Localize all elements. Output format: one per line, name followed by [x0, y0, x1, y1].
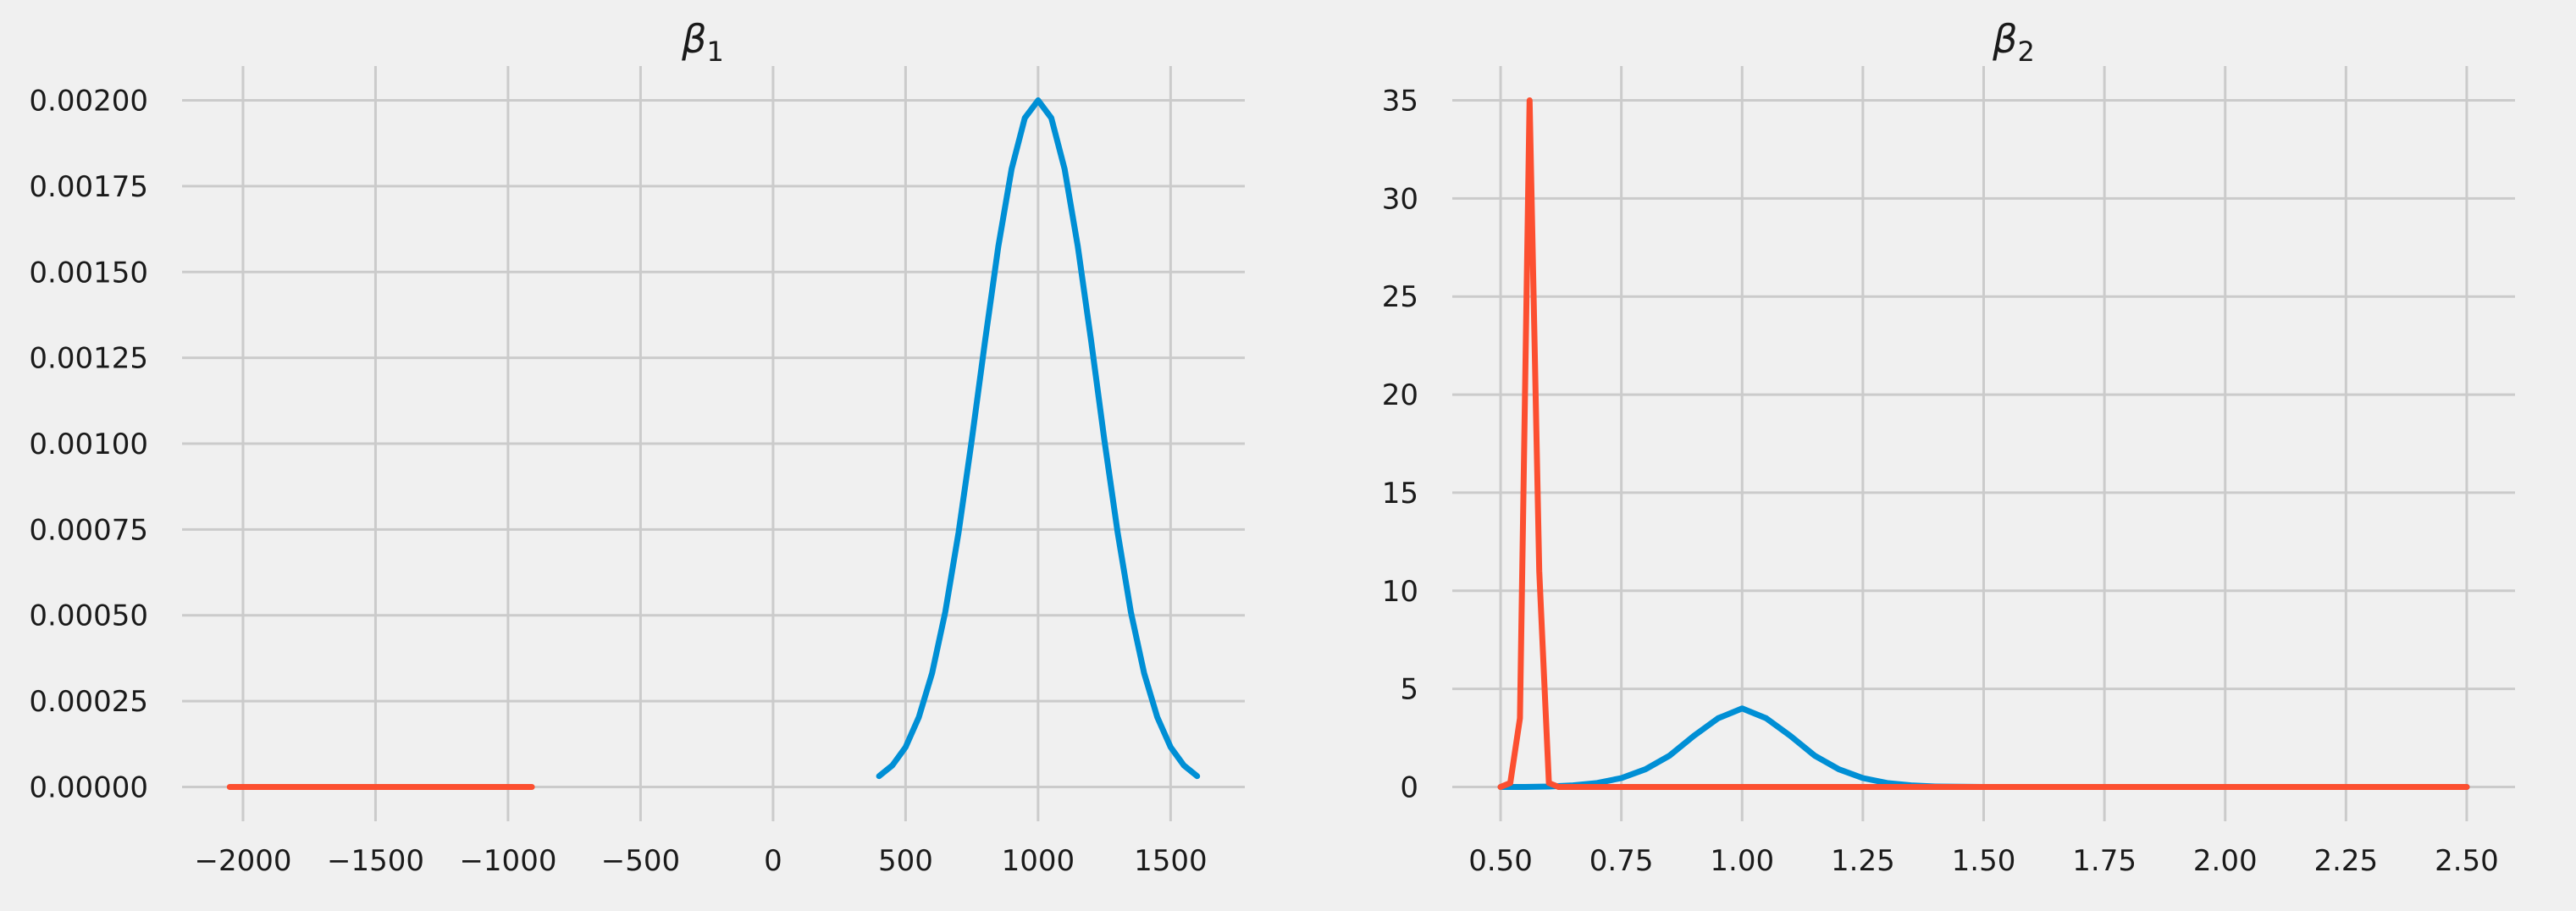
y-tick-label: 0.00200 [29, 85, 148, 119]
x-tick-label: 1.75 [2072, 844, 2137, 878]
y-tick-label: 0.00050 [29, 599, 148, 633]
chart-title-text: β [681, 16, 706, 62]
y-tick-label: 20 [1382, 378, 1418, 412]
x-tick-label: 1.50 [1952, 844, 2016, 878]
x-tick-label: −500 [601, 844, 680, 878]
chart-title: β1 [681, 16, 724, 68]
x-tick-label: 0.50 [1468, 844, 1533, 878]
x-tick-label: 0 [764, 844, 782, 878]
y-tick-label: 0.00025 [29, 685, 148, 719]
y-tick-label: 15 [1382, 477, 1418, 511]
x-tick-label: 1.25 [1831, 844, 1895, 878]
y-tick-label: 25 [1382, 280, 1418, 314]
x-tick-label: −1500 [327, 844, 424, 878]
y-tick-label: 0.00175 [29, 170, 148, 204]
beta1-panel: −2000 −1500 −1000 −500 0 500 1000 1500 0.00000 0.… [29, 16, 1245, 878]
chart-title-subscript: 2 [2018, 36, 2035, 68]
series-line-red [1497, 97, 2470, 790]
y-tick-label: 0.00075 [29, 513, 148, 547]
y-tick-label: 30 [1382, 182, 1418, 216]
x-tick-label: −1000 [459, 844, 556, 878]
y-tick-label: 0.00000 [29, 770, 148, 804]
x-tick-label: 1500 [1134, 844, 1208, 878]
y-tick-label: 0.00150 [29, 256, 148, 290]
x-tick-label: 500 [878, 844, 933, 878]
y-tick-label: 10 [1382, 575, 1418, 609]
x-tick-label: 1.00 [1710, 844, 1774, 878]
beta2-panel: 0.50 0.75 1.00 1.25 1.50 1.75 2.00 2.25 2.50 0 5 10… [1382, 16, 2515, 878]
x-tick-label: 2.00 [2193, 844, 2258, 878]
y-tick-label: 0.00125 [29, 342, 148, 376]
chart-title-text: β [1992, 16, 2017, 62]
chart-title-subscript: 1 [707, 36, 724, 68]
x-tick-label: −2000 [194, 844, 291, 878]
x-tick-label: 0.75 [1589, 844, 1654, 878]
y-tick-label: 0 [1400, 770, 1418, 804]
y-tick-label: 5 [1400, 673, 1418, 707]
x-tick-label: 2.50 [2435, 844, 2499, 878]
chart-title: β2 [1992, 16, 2035, 68]
x-tick-label: 2.25 [2313, 844, 2378, 878]
series-line-blue [876, 97, 1201, 780]
y-tick-label: 35 [1382, 85, 1418, 119]
y-tick-label: 0.00100 [29, 428, 148, 461]
x-tick-label: 1000 [1002, 844, 1075, 878]
